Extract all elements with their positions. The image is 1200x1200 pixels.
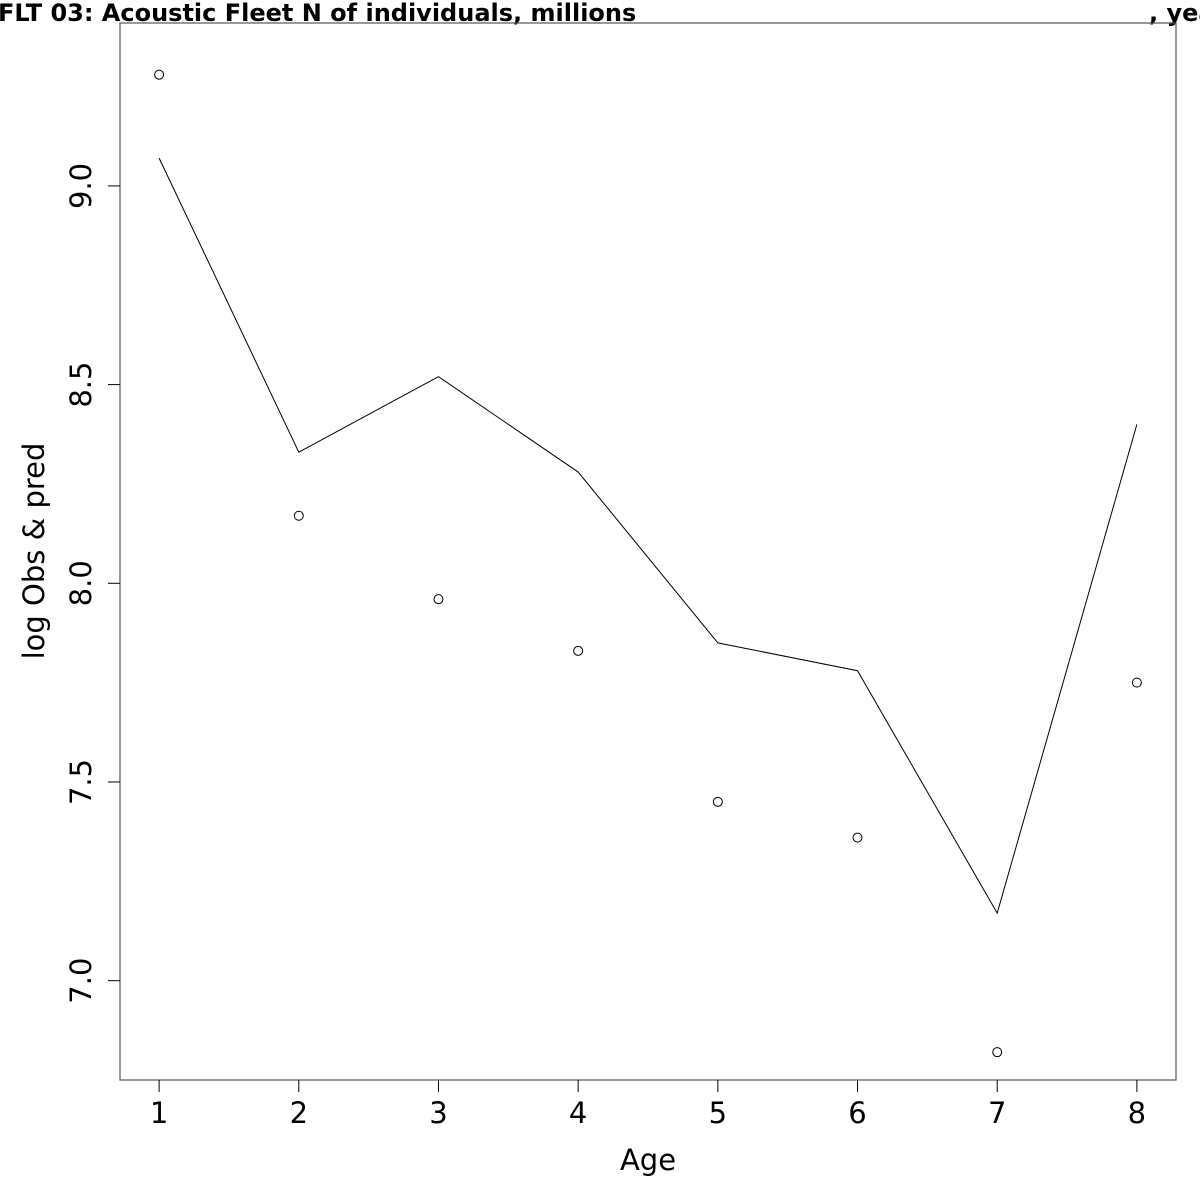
series-layer xyxy=(154,69,1142,1058)
observed-point xyxy=(293,510,304,521)
observed-point xyxy=(1131,677,1142,688)
observed-point xyxy=(992,1047,1003,1058)
plot-frame xyxy=(119,22,1177,1081)
y-tick-label: 7.0 xyxy=(64,958,98,1004)
observed-point xyxy=(573,645,584,656)
x-tick-label: 2 xyxy=(290,1096,308,1130)
x-tick-label: 7 xyxy=(988,1096,1006,1130)
x-tick-label: 6 xyxy=(848,1096,866,1130)
x-tick-label: 5 xyxy=(709,1096,727,1130)
x-tick-label: 8 xyxy=(1128,1096,1146,1130)
observed-point xyxy=(154,69,165,80)
observed-point xyxy=(433,594,444,605)
observed-point xyxy=(852,832,863,843)
x-axis: 1 2 3 4 5 6 7 8 xyxy=(150,1080,1146,1130)
y-tick-label: 8.0 xyxy=(64,560,98,606)
predicted-line xyxy=(158,157,1138,915)
y-tick-label: 7.5 xyxy=(64,759,98,805)
y-axis: 7.0 7.5 8.0 8.5 9.0 xyxy=(64,163,120,1004)
y-tick-label: 9.0 xyxy=(64,163,98,209)
x-tick-label: 4 xyxy=(569,1096,587,1130)
x-tick-label: 1 xyxy=(150,1096,168,1130)
x-axis-label: Age xyxy=(620,1143,676,1177)
y-axis-label: log Obs & pred xyxy=(17,443,51,660)
y-tick-label: 8.5 xyxy=(64,362,98,408)
x-tick-label: 3 xyxy=(429,1096,447,1130)
observed-point xyxy=(712,796,723,807)
